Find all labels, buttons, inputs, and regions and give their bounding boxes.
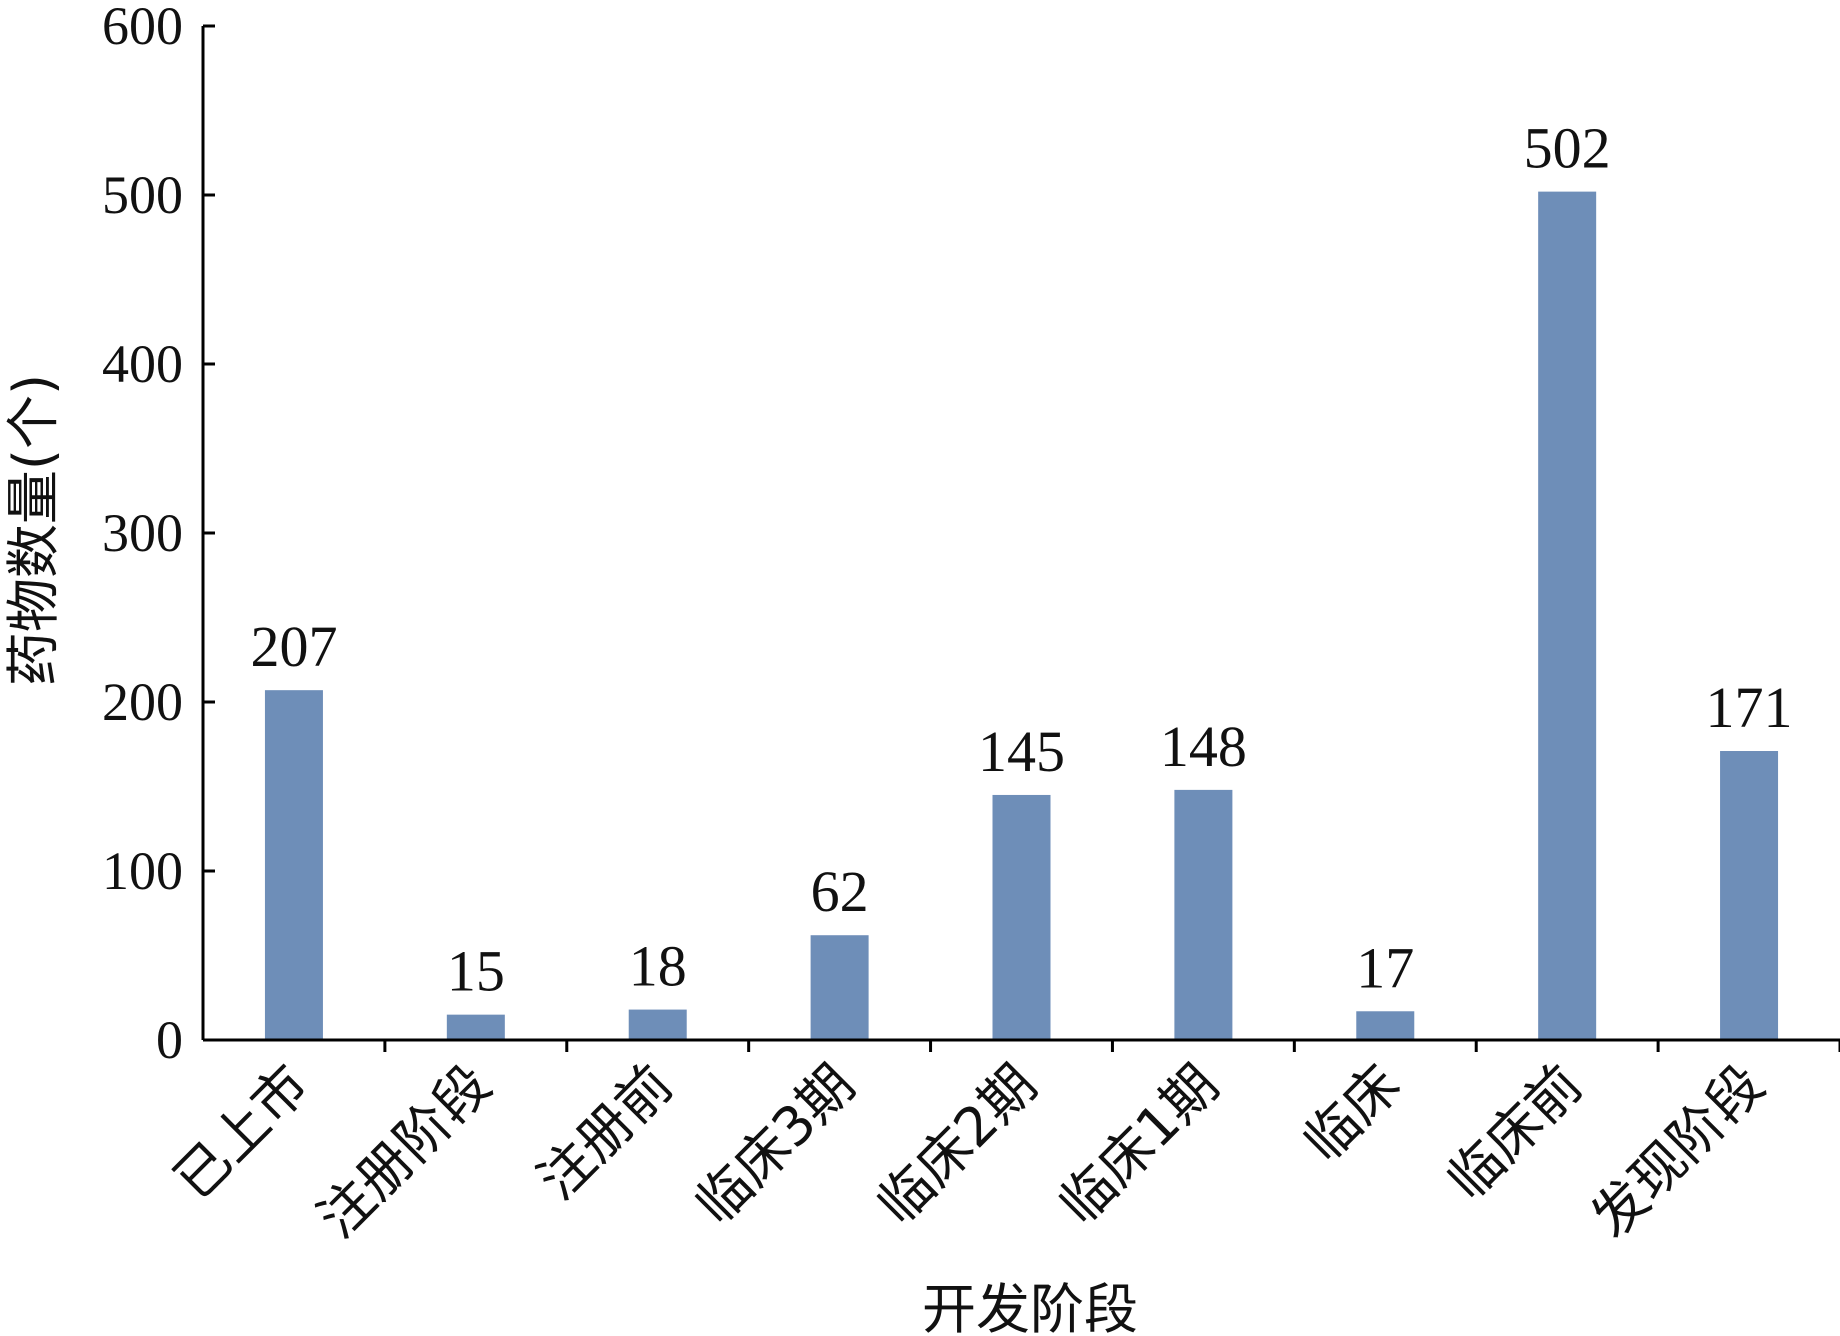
bar: [1538, 191, 1597, 1040]
data-label: 145: [978, 719, 1065, 784]
y-tick-label: 100: [102, 841, 183, 901]
data-label: 15: [447, 939, 505, 1004]
bar: [1720, 751, 1779, 1040]
y-axis-ticks: 0 100 200 300 400 500 600: [102, 0, 215, 1070]
data-label: 207: [250, 614, 337, 679]
x-axis-title: 开发阶段: [922, 1278, 1138, 1336]
data-label: 62: [811, 859, 869, 924]
bar: [1356, 1011, 1415, 1040]
x-axis-ticks: [383, 1040, 1840, 1052]
bar: [810, 935, 869, 1040]
category-label: 注册阶段: [306, 1053, 503, 1250]
category-label: 临床1期: [1047, 1053, 1230, 1236]
data-labels-group: 207 15 18 62 145 148 17 502 171: [250, 116, 1792, 1004]
y-tick-label: 400: [102, 334, 183, 394]
data-label: 18: [629, 934, 687, 999]
category-label: 临床3期: [683, 1053, 866, 1236]
data-label: 148: [1160, 714, 1247, 779]
y-tick-label: 0: [156, 1010, 183, 1070]
y-tick-label: 500: [102, 165, 183, 225]
data-label: 17: [1356, 935, 1414, 1000]
bar: [628, 1009, 687, 1040]
bar: [992, 794, 1051, 1040]
bar: [1174, 789, 1233, 1040]
data-label: 502: [1524, 116, 1611, 181]
y-axis-title: 药物数量(个): [2, 374, 65, 686]
bars-group: [264, 191, 1779, 1040]
category-label: 已上市: [162, 1053, 321, 1212]
data-label: 171: [1706, 675, 1793, 740]
y-tick-label: 300: [102, 503, 183, 563]
y-tick-label: 600: [102, 0, 183, 56]
category-label: 临床前: [1435, 1053, 1594, 1212]
category-label: 发现阶段: [1579, 1053, 1776, 1250]
category-label: 临床2期: [865, 1053, 1048, 1236]
y-tick-label: 200: [102, 672, 183, 732]
bar: [264, 690, 323, 1040]
category-label: 临床: [1292, 1053, 1413, 1174]
bar: [446, 1014, 505, 1040]
category-label: 注册前: [526, 1053, 685, 1212]
